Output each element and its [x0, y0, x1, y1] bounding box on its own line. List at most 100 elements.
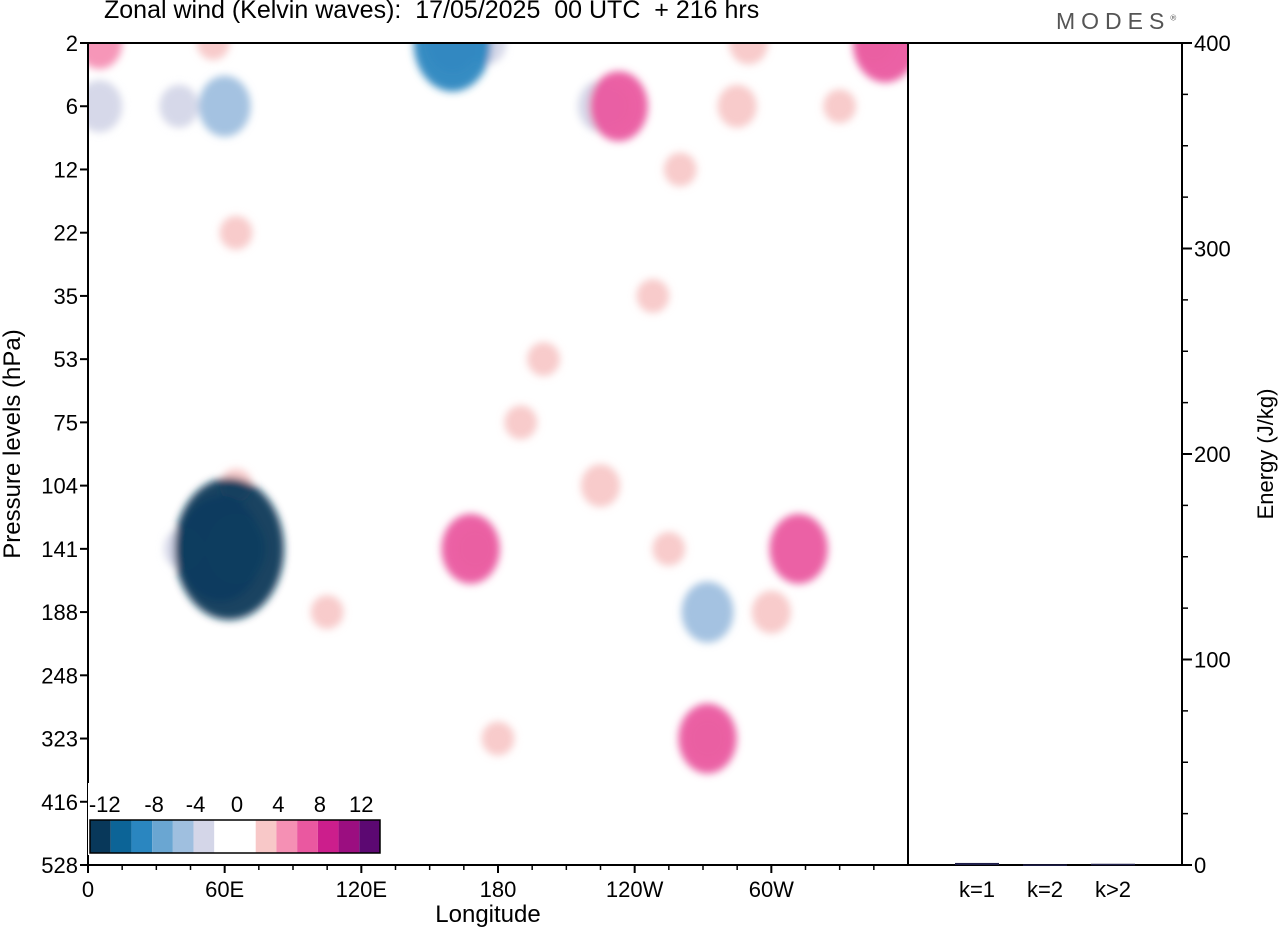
anomaly-10 [868, 595, 902, 630]
anomaly-20 [219, 215, 253, 250]
x-tick-label-1: 60E [205, 877, 244, 902]
colorbar-swatch-6 [214, 820, 235, 853]
energy-panel-frame [907, 42, 1183, 866]
anomaly-1 [287, 721, 321, 756]
anomaly-44 [589, 71, 648, 142]
x-tick-label-3: 180 [480, 877, 517, 902]
anomaly-0 [231, 658, 264, 693]
colorbar-swatch-4 [172, 820, 194, 853]
anomaly-38 [198, 75, 251, 137]
y-axis-label: Pressure levels (hPa) [0, 329, 26, 558]
anomaly-18 [481, 721, 515, 756]
y-tick-label-0: 2 [66, 31, 78, 56]
anomaly-22 [663, 152, 697, 187]
y-tick-label-2: 12 [54, 157, 78, 182]
energy-tick-label-0: 0 [1194, 853, 1206, 878]
y-tick-label-13: 528 [41, 853, 78, 878]
anomaly-15 [504, 405, 538, 440]
colorbar-label-2: -4 [186, 792, 206, 817]
x-axis-label: Longitude [435, 901, 540, 928]
chart-title: Zonal wind (Kelvin waves): 17/05/2025 00… [104, 0, 760, 24]
brand-logo: MODES® [1056, 8, 1177, 34]
anomaly-36 [88, 43, 123, 69]
anomaly-17 [636, 278, 670, 313]
x-tick-label-5: 60W [749, 877, 794, 902]
anomaly-25 [159, 84, 199, 128]
anomaly-7 [299, 342, 333, 377]
anomaly-21 [823, 89, 857, 124]
anomaly-39 [681, 581, 734, 643]
colorbar-label-6: 12 [349, 792, 373, 817]
anomaly-28 [751, 590, 791, 634]
energy-bar-0 [955, 862, 999, 865]
heatmap-field [88, 43, 908, 774]
anomaly-4 [527, 215, 560, 250]
colorbar-swatch-0 [90, 820, 111, 853]
energy-tick-label-3: 300 [1194, 237, 1231, 262]
energy-category-1: k=2 [1027, 877, 1063, 902]
energy-axis-label: Energy (J/kg) [1253, 389, 1278, 520]
energy-bar-1 [1023, 864, 1067, 866]
anomaly-46 [413, 43, 492, 92]
colorbar-swatch-5 [193, 820, 215, 853]
anomaly-41 [441, 513, 500, 584]
energy-tick-label-1: 100 [1194, 648, 1231, 673]
anomaly-27 [580, 464, 621, 508]
colorbar-swatch-9 [276, 820, 298, 853]
anomaly-45 [852, 43, 908, 83]
energy-bars: 0 100 200 300 400 Energy (J/kg) k=1 k=2 k>2 [907, 31, 1278, 902]
colorbar-swatch-13 [359, 820, 380, 853]
y-tick-label-8: 141 [41, 537, 78, 562]
energy-tick-label-4: 400 [1194, 31, 1231, 56]
y-tick-label-9: 188 [41, 600, 78, 625]
colorbar-swatch-7 [235, 820, 256, 853]
anomaly-9 [417, 405, 451, 440]
x-tick-label-2: 120E [336, 877, 387, 902]
y-tick-label-6: 75 [54, 410, 78, 435]
colorbar-swatch-11 [317, 820, 339, 853]
energy-category-2: k>2 [1095, 877, 1131, 902]
colorbar-swatch-3 [152, 820, 173, 853]
y-tick-label-7: 104 [41, 474, 78, 499]
anomaly-8 [720, 468, 754, 503]
anomaly-43 [678, 703, 737, 774]
anomaly-16 [527, 342, 560, 377]
colorbar-legend: -12 -8 -4 0 4 8 12 [88, 783, 382, 855]
y-tick-label-11: 323 [41, 727, 78, 752]
colorbar-swatch-12 [338, 820, 360, 853]
energy-tick-label-2: 200 [1194, 442, 1231, 467]
y-tick-label-10: 248 [41, 663, 78, 688]
anomaly-6 [117, 342, 150, 377]
colorbar-label-0: -12 [89, 792, 121, 817]
y-tick-label-4: 35 [54, 284, 78, 309]
colorbar-swatch-2 [131, 820, 153, 853]
colorbar-swatch-8 [255, 820, 277, 853]
anomaly-35 [88, 80, 123, 133]
anomaly-42 [769, 513, 828, 584]
anomaly-5 [379, 152, 412, 187]
y-tick-label-1: 6 [66, 94, 78, 119]
colorbar-label-5: 8 [314, 792, 326, 817]
anomaly-19 [196, 43, 230, 60]
colorbar-swatch-10 [297, 820, 318, 853]
y-tick-label-3: 22 [54, 221, 78, 246]
colorbar-label-4: 4 [272, 792, 284, 817]
anomaly-12 [652, 531, 686, 566]
y-tick-label-5: 53 [54, 347, 78, 372]
colorbar-label-3: 0 [231, 792, 243, 817]
anomaly-3 [276, 89, 310, 124]
anomaly-48 [174, 477, 285, 620]
x-tick-label-4: 120W [606, 877, 664, 902]
anomaly-31 [728, 43, 769, 65]
x-tick-label-0: 0 [82, 877, 94, 902]
energy-category-0: k=1 [959, 877, 995, 902]
energy-bar-2 [1091, 863, 1135, 866]
colorbar-frame [89, 819, 381, 854]
colorbar-swatch-1 [110, 820, 132, 853]
anomaly-32 [717, 84, 757, 128]
y-tick-label-12: 416 [41, 790, 78, 815]
anomaly-13 [310, 595, 344, 630]
colorbar-label-1: -8 [144, 792, 164, 817]
